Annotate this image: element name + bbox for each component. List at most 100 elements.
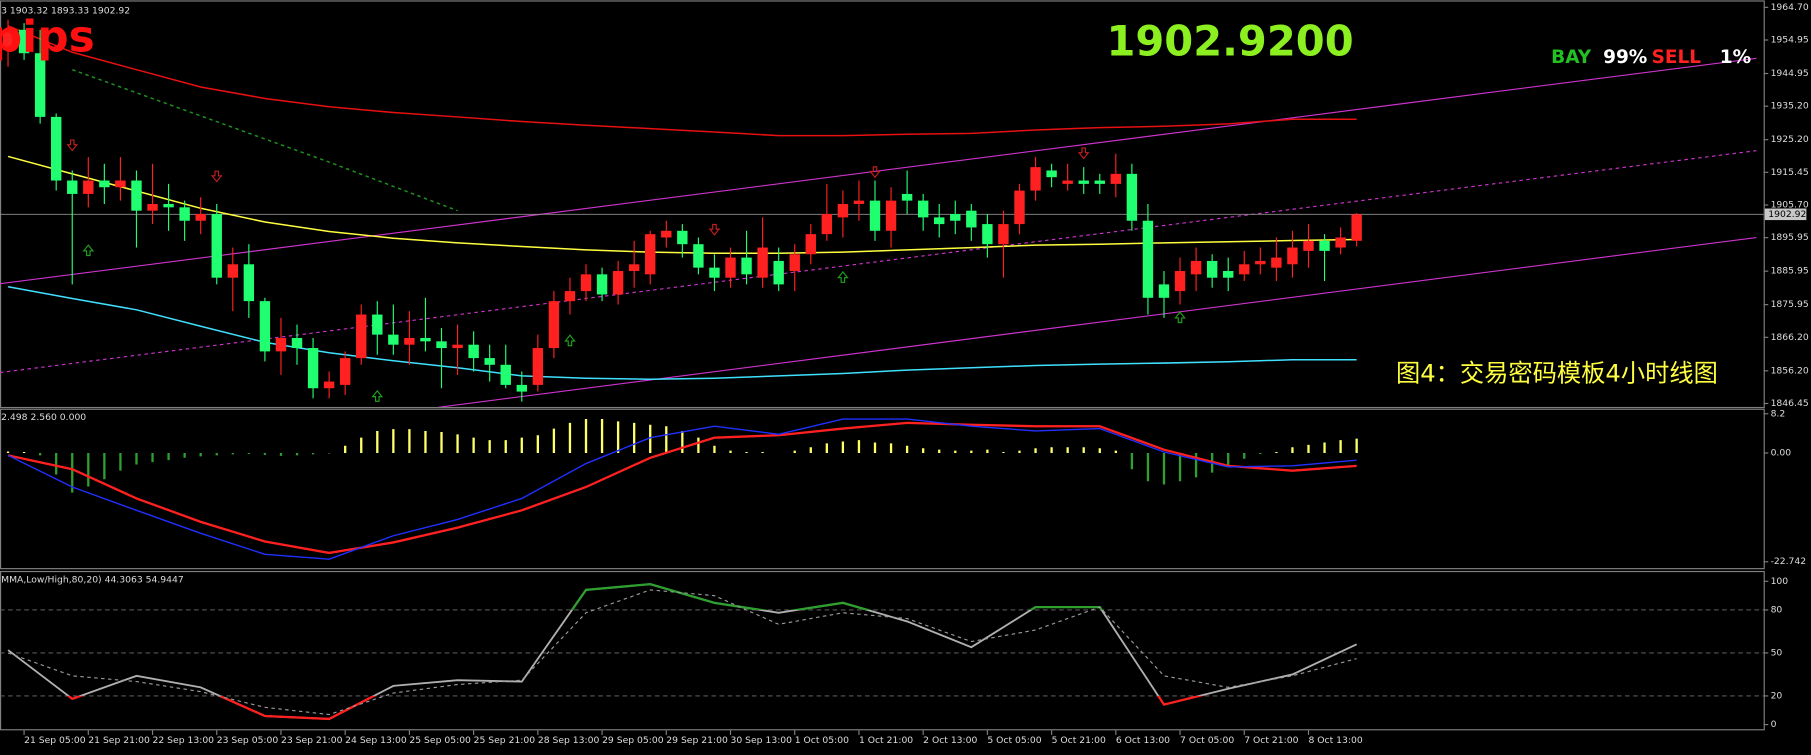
candle-body	[372, 314, 383, 335]
bay-label: BAY	[1551, 47, 1592, 68]
x-tick-label: 6 Oct 13:00	[1116, 735, 1170, 746]
candle-body	[147, 203, 158, 211]
x-tick-label: 2 Oct 13:00	[923, 735, 977, 746]
moving-average	[72, 68, 458, 212]
candle-body	[1303, 240, 1314, 251]
y-tick-label: 1866.20	[1771, 332, 1809, 343]
candle-body	[115, 180, 126, 188]
candle-body	[339, 358, 351, 385]
candle-body	[83, 180, 94, 194]
y-tick-label: 1944.95	[1771, 68, 1809, 79]
candle-body	[1335, 237, 1346, 248]
panel	[0, 582, 1764, 721]
candle-body	[580, 274, 592, 292]
y-tick-label: 0.00	[1771, 447, 1792, 458]
x-tick-label: 29 Sep 21:00	[666, 735, 728, 746]
x-tick-label: 7 Oct 05:00	[1180, 735, 1234, 746]
candle-body	[436, 341, 447, 349]
candle-body	[645, 234, 656, 275]
candle-body	[1174, 270, 1186, 292]
candle-body	[291, 337, 303, 349]
candle-body	[1126, 173, 1138, 221]
candle-body	[243, 264, 255, 302]
candle-body	[1271, 257, 1282, 268]
candle-body	[548, 301, 560, 349]
candle-body	[259, 301, 271, 352]
candle-body	[853, 200, 865, 204]
macd-line	[7, 421, 1357, 555]
candle-body	[1046, 170, 1057, 178]
buy-arrow	[82, 244, 95, 257]
x-tick-label: 8 Oct 13:00	[1308, 735, 1362, 746]
moving-average	[7, 285, 1357, 380]
candle-body	[67, 180, 78, 194]
sell-label: SELL	[1652, 47, 1702, 68]
candle-body	[917, 200, 929, 218]
candle-body	[837, 203, 849, 218]
candle-body	[885, 200, 897, 231]
candle-body	[500, 364, 511, 385]
candle-body	[1351, 214, 1362, 241]
candle-body	[612, 270, 624, 295]
candle-body	[1255, 260, 1266, 265]
x-tick-label: 22 Sep 13:00	[153, 735, 215, 746]
y-tick-label: 1856.20	[1771, 365, 1809, 376]
candle-body	[1078, 180, 1089, 184]
sell-arrow	[210, 170, 223, 183]
candle-body	[307, 348, 319, 389]
x-tick-label: 5 Oct 21:00	[1052, 735, 1106, 746]
candle-body	[1239, 264, 1250, 275]
x-tick-label: 25 Sep 05:00	[409, 735, 471, 746]
y-tick-label: 20	[1771, 690, 1783, 701]
candle-body	[596, 274, 608, 295]
candle-body	[1223, 270, 1234, 278]
candle-body	[1190, 260, 1202, 275]
candle-body	[564, 291, 576, 302]
candle-body	[131, 180, 142, 211]
x-tick-label: 21 Sep 05:00	[24, 735, 86, 746]
x-tick-label: 23 Sep 21:00	[281, 735, 343, 746]
x-tick-label: 23 Sep 05:00	[217, 735, 279, 746]
candle-body	[34, 53, 46, 117]
candle-body	[388, 334, 399, 345]
candle-body	[1030, 167, 1041, 191]
y-tick-label: 1895.95	[1771, 232, 1809, 243]
y-tick-label: 1964.70	[1771, 2, 1809, 13]
candle-body	[1062, 180, 1073, 184]
macd-line	[7, 418, 1357, 560]
candle-body	[275, 337, 287, 352]
candle-body	[1287, 247, 1298, 265]
candle-body	[163, 203, 174, 208]
candle-body	[2, 29, 14, 50]
candle-body	[934, 217, 945, 225]
candle-body	[821, 214, 833, 235]
x-tick-label: 21 Sep 21:00	[88, 735, 150, 746]
y-tick-label: 1935.20	[1771, 101, 1809, 112]
y-tick-label: 1875.95	[1771, 299, 1809, 310]
candle-body	[628, 264, 640, 271]
candle-body	[998, 224, 1009, 245]
buy-arrow	[564, 334, 576, 347]
y-tick-label: 8.2	[1771, 408, 1786, 419]
candle-body	[741, 257, 752, 275]
moving-average	[7, 25, 1357, 137]
candle-body	[1110, 173, 1122, 184]
candle-body	[99, 180, 110, 188]
candle-body	[1014, 190, 1025, 225]
y-tick-label: 0	[1771, 719, 1777, 730]
candle-body	[950, 214, 961, 221]
overbought-segment	[570, 582, 1104, 610]
last-price-label: 1902.92	[1768, 209, 1806, 220]
x-tick-label: 24 Sep 13:00	[345, 735, 407, 746]
candle-body	[532, 348, 544, 385]
candle-body	[1206, 260, 1218, 278]
buy-arrow	[371, 389, 384, 402]
candle-body	[982, 224, 993, 245]
sell-arrow	[1077, 147, 1090, 160]
sell-arrow	[66, 139, 79, 152]
x-tick-label: 1 Oct 05:00	[795, 735, 849, 746]
stochastic-line	[7, 589, 1357, 716]
bay-percent: 99%	[1603, 47, 1647, 68]
candle-body	[709, 267, 720, 278]
